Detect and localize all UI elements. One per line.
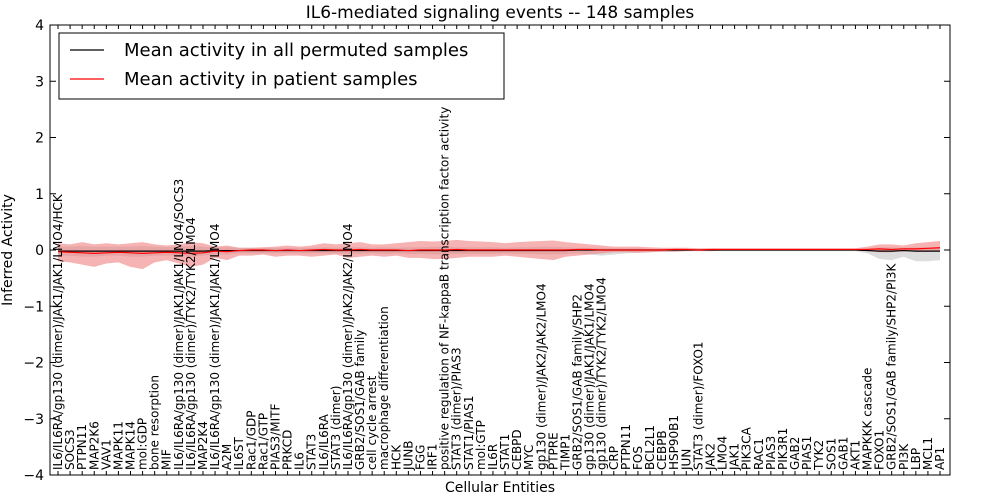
category-label: STAT3 (dimer) — [329, 386, 343, 470]
category-label: MYC — [522, 445, 536, 470]
category-label: IL6 — [293, 452, 307, 470]
category-label: PIAS3/MITF — [268, 403, 282, 470]
category-label: GRB2/SOS1/GAB family — [353, 329, 367, 470]
category-label: STAT1 — [498, 434, 512, 470]
category-label: JAK1 — [728, 443, 742, 471]
y-tick-label: 1 — [35, 187, 44, 203]
y-tick-label: 4 — [35, 18, 44, 34]
category-label: FOXO1 — [873, 430, 887, 470]
patient-line — [57, 247, 941, 254]
legend-box — [58, 32, 505, 100]
category-label: gp130 (dimer)/JAK1/JAK1/LMO4 — [583, 283, 597, 470]
category-label: JUN — [679, 449, 693, 471]
category-label: FGG — [413, 445, 427, 471]
category-label: bone resorption — [148, 375, 162, 470]
category-label: AP1 — [933, 447, 947, 470]
category-label: MAP2K6 — [87, 421, 101, 470]
legend-label-patient: Mean activity in patient samples — [124, 69, 418, 90]
y-axis-label: Inferred Activity — [0, 194, 16, 306]
lines-layer — [57, 247, 941, 254]
category-label: PIAS3 — [764, 436, 778, 470]
category-label: IL6ST — [232, 437, 246, 470]
category-label: A2M — [220, 444, 234, 470]
category-label: STAT3 (dimer)/PIAS3 — [450, 347, 464, 470]
category-label: HSP90B1 — [667, 415, 681, 470]
category-label: TIMP1 — [558, 434, 572, 471]
category-label: MAPK11 — [111, 421, 125, 470]
category-label: SOCS3 — [63, 429, 77, 470]
category-label: IL6/IL6RA/gp130 (dimer)/JAK1/JAK1/LMO4 — [208, 224, 222, 470]
y-tick-label: 3 — [35, 74, 44, 90]
category-label: CEBPB — [655, 430, 669, 470]
category-label: CRP — [607, 446, 621, 470]
x-axis — [57, 25, 941, 475]
category-label: PRKCD — [281, 430, 295, 470]
category-label: GAB1 — [836, 437, 850, 470]
category-label: gp130 (dimer)/JAK2/JAK2/LMO4 — [534, 283, 548, 470]
category-label: STAT3 (dimer)/FOXO1 — [691, 341, 705, 470]
legend: Mean activity in all permuted samples Me… — [58, 32, 505, 100]
category-label: gp130 (dimer)/TYK2/TYK2/LMO4 — [595, 277, 609, 470]
y-tick-label: −2 — [23, 356, 44, 372]
category-label: IL6/IL6RA — [317, 413, 331, 470]
category-label: MCL1 — [921, 437, 935, 470]
category-label: RAC1 — [752, 438, 766, 470]
x-axis-label: Cellular Entities — [445, 480, 555, 496]
category-label: PTPRE — [546, 432, 560, 470]
category-label: mol:GDP — [136, 418, 150, 470]
category-label: AKT1 — [848, 440, 862, 470]
category-label: cell cycle arrest — [365, 375, 379, 470]
category-label: BCL2L1 — [643, 425, 657, 470]
category-label: TYK2 — [812, 440, 826, 471]
category-label: IL6/IL6RA/gp130 (dimer)/JAK1/JAK1/LMO4/H… — [51, 193, 65, 470]
chart-title: IL6-mediated signaling events -- 148 sam… — [306, 3, 695, 23]
category-label: GAB2 — [788, 437, 802, 470]
category-label: MAPK14 — [123, 421, 137, 470]
category-label: VAV1 — [99, 439, 113, 470]
category-label: PTPN11 — [619, 424, 633, 470]
y-tick-label: −4 — [23, 468, 44, 484]
category-label: mol:GTP — [474, 420, 488, 470]
category-label: IL6/IL6RA/gp130 (dimer)/JAK1/JAK1/LMO4/S… — [172, 179, 186, 470]
category-label: IL6/IL6RA/gp130 (dimer)/JAK2/JAK2/LMO4 — [341, 224, 355, 470]
y-tick-label: 2 — [35, 131, 44, 147]
category-labels: IL6/IL6RA/gp130 (dimer)/JAK1/JAK1/LMO4/H… — [51, 107, 947, 471]
category-label: GRB2/SOS1/GAB family/SHP2 — [571, 294, 585, 470]
category-label: LBP — [909, 448, 923, 470]
category-label: STAT3 — [305, 434, 319, 470]
category-label: PIK3CA — [740, 426, 754, 470]
category-label: PTPN11 — [75, 424, 89, 470]
category-label: IL6R — [486, 444, 500, 470]
y-tick-label: 0 — [35, 243, 44, 259]
category-label: IRF1 — [426, 444, 440, 470]
category-label: PI3K — [897, 443, 911, 470]
category-label: CEBPD — [510, 429, 524, 470]
y-axis: −4 −3 −2 −1 0 1 2 3 4 — [23, 18, 950, 484]
category-label: FOS — [631, 446, 645, 470]
category-label: PIAS1 — [800, 436, 814, 470]
category-label: HCK — [389, 444, 403, 470]
legend-label-permuted: Mean activity in all permuted samples — [124, 40, 468, 61]
y-tick-label: −3 — [23, 412, 44, 428]
category-label: JAK2 — [703, 443, 717, 471]
patient-band — [58, 239, 940, 270]
category-label: IL6/IL6RA/gp130 (dimer)/TYK2/TYK2/LMO4 — [184, 217, 198, 470]
category-label: STAT1/PIAS1 — [462, 395, 476, 470]
category-label: Rac1/GDP — [244, 411, 258, 470]
category-label: MAPKKK cascade — [861, 368, 875, 470]
category-label: positive regulation of NF-kappaB transcr… — [438, 107, 452, 470]
y-tick-label: −1 — [23, 299, 44, 315]
category-label: GRB2/SOS1/GAB family/SHP2/PI3K — [885, 262, 899, 470]
category-label: macrophage differentiation — [377, 306, 391, 470]
category-label: MAP2K4 — [196, 421, 210, 470]
category-label: MIF — [160, 449, 174, 470]
category-label: PIK3R1 — [776, 428, 790, 470]
plot-frame — [49, 24, 951, 476]
category-label: LMO4 — [716, 436, 730, 470]
category-label: Rac1/GTP — [256, 413, 270, 470]
category-label: SOS1 — [824, 438, 838, 470]
category-label: JUNB — [401, 440, 415, 471]
